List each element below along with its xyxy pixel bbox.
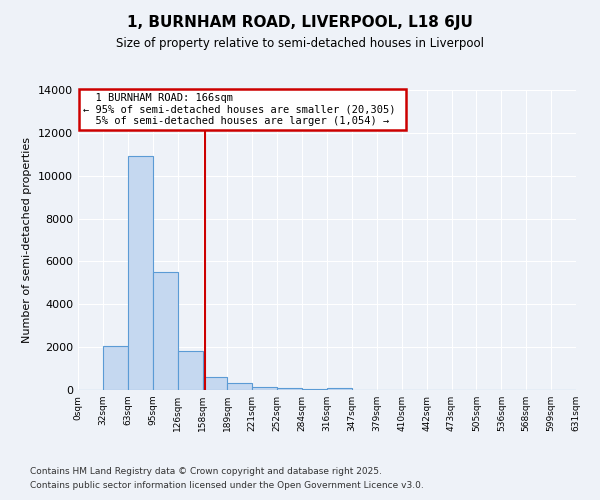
Text: Size of property relative to semi-detached houses in Liverpool: Size of property relative to semi-detach… [116, 38, 484, 51]
Y-axis label: Number of semi-detached properties: Number of semi-detached properties [22, 137, 32, 343]
Bar [103, 346, 128, 390]
Bar [203, 377, 227, 390]
Text: 1, BURNHAM ROAD, LIVERPOOL, L18 6JU: 1, BURNHAM ROAD, LIVERPOOL, L18 6JU [127, 15, 473, 30]
Bar [327, 388, 352, 390]
Bar [178, 352, 203, 390]
Bar [227, 384, 253, 390]
Text: 1 BURNHAM ROAD: 166sqm  
← 95% of semi-detached houses are smaller (20,305)
  5%: 1 BURNHAM ROAD: 166sqm ← 95% of semi-det… [83, 93, 402, 126]
Bar [277, 388, 302, 390]
Bar [253, 387, 277, 390]
Bar [152, 272, 178, 390]
Text: Contains public sector information licensed under the Open Government Licence v3: Contains public sector information licen… [30, 481, 424, 490]
Text: Contains HM Land Registry data © Crown copyright and database right 2025.: Contains HM Land Registry data © Crown c… [30, 467, 382, 476]
Bar [128, 156, 153, 390]
